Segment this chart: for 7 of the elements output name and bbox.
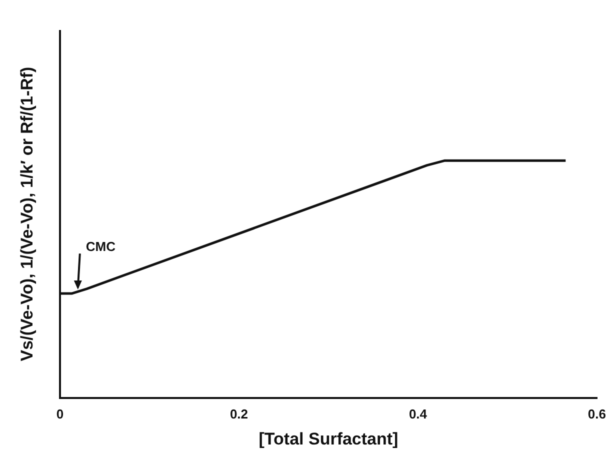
x-tick-label: 0.4	[408, 406, 428, 422]
x-tick-label: 0.6	[588, 406, 606, 422]
y-axis-title: Vs/(Ve-Vo), 1/(Ve-Vo), 1/k′ or Rf/(1-Rf)	[18, 66, 37, 362]
x-tick-label: 0.2	[230, 406, 248, 422]
x-tick-label: 0	[56, 406, 64, 422]
x-axis-title: [Total Surfactant]	[258, 429, 398, 448]
annotation: CMC	[86, 239, 116, 254]
